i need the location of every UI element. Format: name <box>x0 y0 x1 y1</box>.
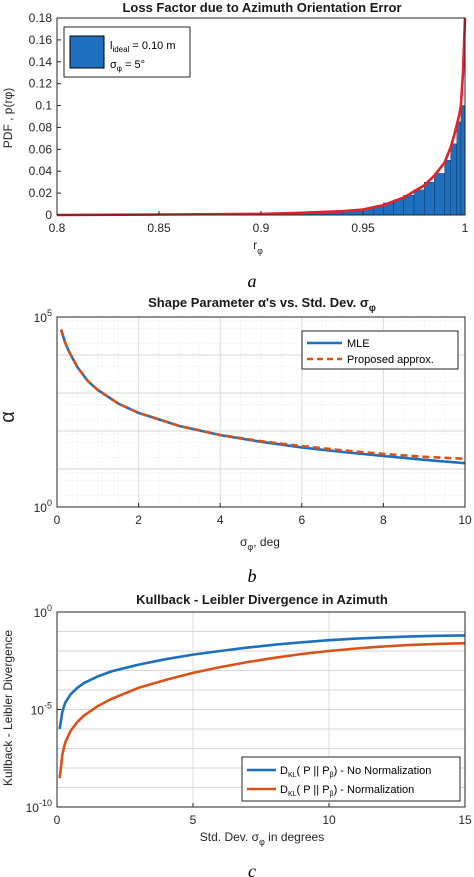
panel-a-x-ticks: 0.8 0.85 0.9 0.95 1 <box>49 211 469 235</box>
panel-c-legend-no-norm: DKL( P || Pβ) - No Normalization <box>280 765 431 779</box>
x-tick-label: 0 <box>54 813 61 827</box>
panel-c-legend-box <box>241 756 461 802</box>
panel-b-legend-box <box>301 330 459 370</box>
x-tick-label: 2 <box>135 513 142 527</box>
y-tick-label: 0.18 <box>29 11 53 25</box>
panel-b-x-ticks: 0 2 4 6 8 10 <box>54 503 472 527</box>
x-tick-label: 0.95 <box>351 221 375 235</box>
panel-a-y-label: PDF , p(rφ) <box>1 88 15 148</box>
panel-a-pdf-curve <box>56 17 467 217</box>
y-tick-label: 0.12 <box>29 77 53 91</box>
x-tick-label: 4 <box>217 513 224 527</box>
y-tick-label: 100 <box>34 498 52 515</box>
histogram-bar <box>424 181 435 216</box>
histogram-bar <box>460 105 466 216</box>
y-tick-label: 10-10 <box>26 798 52 815</box>
x-tick-label: 15 <box>458 813 472 827</box>
y-tick-label: 0.06 <box>29 142 53 156</box>
x-tick-label: 10 <box>322 813 336 827</box>
x-tick-label: 1 <box>462 221 469 235</box>
panel-b-y-label: α <box>0 411 19 423</box>
panel-a-title: Loss Factor due to Azimuth Orientation E… <box>122 0 401 15</box>
histogram-bar <box>403 195 415 216</box>
panel-a-legend: lideal = 0.10 m σφ = 5° <box>63 26 191 78</box>
panel-a-y-ticks: 0 0.02 0.04 0.06 0.08 0.1 0.12 0.14 0.16 0.18 <box>29 11 61 222</box>
x-tick-label: 6 <box>298 513 305 527</box>
panel-a-x-label: rφ <box>253 238 263 256</box>
panel-c-legend: DKL( P || Pβ) - No Normalization DKL( P … <box>241 756 461 802</box>
x-tick-label: 0.8 <box>49 221 66 235</box>
panel-c-y-ticks: 10-10 10-5 100 <box>26 603 61 815</box>
x-tick-label: 5 <box>190 813 197 827</box>
panel-b-alpha-plot: Shape Parameter α's vs. Std. Dev. σφ 0 2 4… <box>0 295 472 586</box>
y-tick-label: 0.08 <box>29 120 53 134</box>
panel-c-legend-norm: DKL( P || Pβ) - Normalization <box>280 784 414 798</box>
y-tick-label: 100 <box>34 603 52 620</box>
panel-b-y-ticks: 100 105 <box>34 308 61 515</box>
panel-c-title: Kullback - Leibler Divergence in Azimuth <box>136 592 388 607</box>
panel-c-x-label: Std. Dev. σφ in degrees <box>200 830 324 847</box>
y-tick-label: 0.02 <box>29 186 53 200</box>
y-tick-label: 0.04 <box>29 164 53 178</box>
panel-b-legend: MLE Proposed approx. <box>301 330 459 370</box>
x-tick-label: 0.85 <box>147 221 171 235</box>
panel-c-series <box>58 634 466 779</box>
caption-a: a <box>248 271 257 291</box>
panel-a-legend-swatch <box>69 35 105 69</box>
panel-c-x-ticks: 0 5 10 15 <box>54 803 472 827</box>
panel-a-histogram: Loss Factor due to Azimuth Orientation E… <box>1 0 469 291</box>
x-tick-label: 0.9 <box>253 221 270 235</box>
x-tick-label: 10 <box>458 513 472 527</box>
panel-b-x-label: σφ, deg <box>240 535 280 552</box>
panel-b-legend-approx: Proposed approx. <box>347 354 434 366</box>
y-tick-label: 105 <box>34 308 52 325</box>
histogram-bar <box>413 189 425 216</box>
histogram-bar <box>456 121 462 216</box>
panel-a-legend-line2: σφ = 5° <box>110 59 145 73</box>
x-tick-label: 8 <box>380 513 387 527</box>
series-line-2 <box>58 641 466 779</box>
panel-a-legend-line1: lideal = 0.10 m <box>110 40 176 54</box>
panel-b-title: Shape Parameter α's vs. Std. Dev. σφ <box>148 295 376 314</box>
panel-b-series <box>59 329 466 465</box>
y-tick-label: 10-5 <box>31 701 52 718</box>
caption-b: b <box>248 566 257 586</box>
y-tick-label: 0.1 <box>35 99 52 113</box>
histogram-bar <box>450 143 458 216</box>
x-tick-label: 0 <box>54 513 61 527</box>
histogram-bar <box>444 160 451 216</box>
caption-c: c <box>248 861 256 877</box>
y-tick-label: 0.16 <box>29 33 53 47</box>
panel-c-y-label: Kullback - Leibler Divergence <box>1 630 15 786</box>
series-line-1 <box>58 634 466 730</box>
y-tick-label: 0.14 <box>29 55 53 69</box>
series-line-1 <box>59 329 466 465</box>
panel-b-legend-mle: MLE <box>347 338 370 350</box>
panel-b-axes-box <box>56 316 466 508</box>
histogram-bar <box>434 173 445 216</box>
series-line-2 <box>59 329 466 461</box>
y-tick-label: 0 <box>45 208 52 222</box>
panel-c-kl-plot: Kullback - Leibler Divergence in Azimuth… <box>1 592 472 877</box>
